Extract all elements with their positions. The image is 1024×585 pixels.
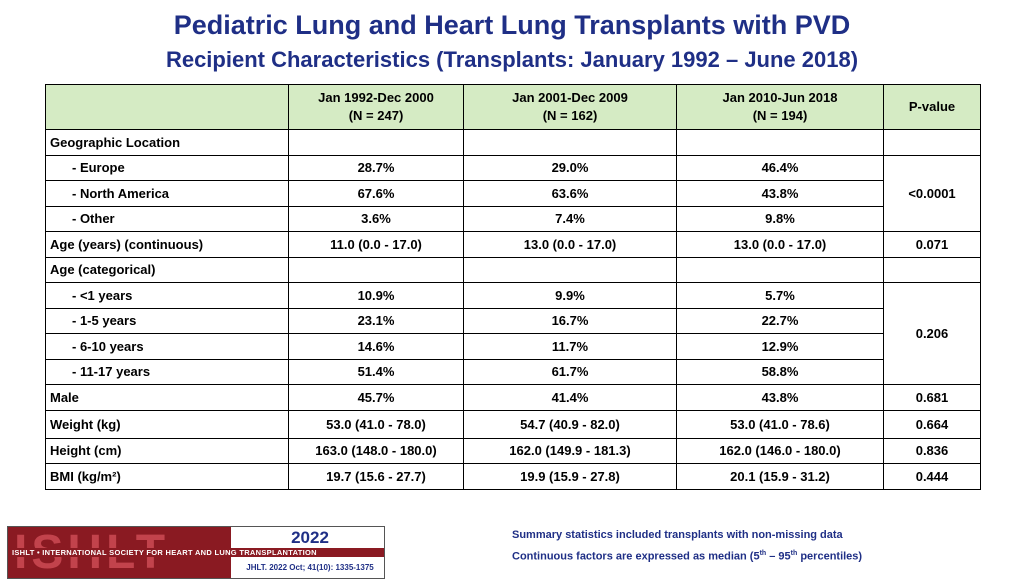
ishlt-logo: ISHLT ISHLT • INTERNATIONAL SOCIETY FOR … (7, 526, 385, 579)
cell-period-1: 11.0 (0.0 - 17.0) (288, 231, 464, 258)
cell-period-2: 29.0% (463, 154, 677, 181)
cell-period-2: 11.7% (463, 333, 677, 360)
cell-period-2: 54.7 (40.9 - 82.0) (463, 409, 677, 439)
cell-period-3: 58.8% (676, 358, 884, 385)
cell-period-2: 16.7% (463, 307, 677, 334)
cell-period-2: 7.4% (463, 205, 677, 232)
table-row: Male 45.7% 41.4% 43.8% 0.681 (45, 384, 981, 411)
cell-period-1: 28.7% (288, 154, 464, 181)
header-period-2: Jan 2001-Dec 2009 (N = 162) (463, 84, 677, 130)
cell-period-3: 13.0 (0.0 - 17.0) (676, 231, 884, 258)
cell-period-3: 43.8% (676, 180, 884, 207)
p-value-cell: 0.071 (883, 231, 981, 258)
table-row: Weight (kg) 53.0 (41.0 - 78.0) 54.7 (40.… (45, 409, 981, 439)
cell-period-3: 53.0 (41.0 - 78.6) (676, 409, 884, 439)
cell-period-1: 10.9% (288, 282, 464, 309)
cell-period-1: 67.6% (288, 180, 464, 207)
row-label: - <1 years (45, 282, 289, 309)
p-value-cell: 0.664 (883, 409, 981, 439)
cell-period-2: 61.7% (463, 358, 677, 385)
row-label: Geographic Location (45, 129, 289, 156)
characteristics-table: Jan 1992-Dec 2000 (N = 247) Jan 2001-Dec … (45, 84, 981, 490)
table-header-row: Jan 1992-Dec 2000 (N = 247) Jan 2001-Dec … (45, 84, 981, 130)
header-p-value: P-value (883, 84, 981, 130)
cell-period-3: 43.8% (676, 384, 884, 411)
logo-band (8, 548, 384, 557)
footnote-continuous: Continuous factors are expressed as medi… (512, 550, 863, 563)
cell-period-1: 51.4% (288, 358, 464, 385)
table-row: - North America 67.6% 63.6% 43.8% (45, 180, 981, 207)
cell-period-1: 3.6% (288, 205, 464, 232)
row-label: - North America (45, 180, 289, 207)
table-row: - 6-10 years 14.6% 11.7% 12.9% (45, 333, 981, 360)
cell-period-1: 45.7% (288, 384, 464, 411)
row-label: Height (cm) (45, 437, 289, 464)
header-blank-cell (45, 84, 289, 130)
table-row: Height (cm) 163.0 (148.0 - 180.0) 162.0 … (45, 437, 981, 464)
table-row: - Europe 28.7% 29.0% 46.4% <0.0001 (45, 154, 981, 232)
footnote-summary: Summary statistics included transplants … (512, 529, 843, 541)
cell-period-3: 20.1 (15.9 - 31.2) (676, 463, 884, 490)
page-subtitle: Recipient Characteristics (Transplants: … (165, 47, 859, 72)
cell-period-3: 22.7% (676, 307, 884, 334)
p-value-cell: 0.444 (883, 463, 981, 490)
section-row-geographic-location: Geographic Location (45, 129, 981, 156)
row-label: - Europe (45, 154, 289, 181)
table-row: - <1 years 10.9% 9.9% 5.7% 0.206 (45, 282, 981, 385)
table-row: - 1-5 years 23.1% 16.7% 22.7% (45, 307, 981, 334)
cell-period-1: 23.1% (288, 307, 464, 334)
p-value-age-categorical: 0.206 (883, 282, 981, 385)
cell-period-3: 12.9% (676, 333, 884, 360)
table-row: BMI (kg/m²) 19.7 (15.6 - 27.7) 19.9 (15.… (45, 463, 981, 490)
cell-period-2: 19.9 (15.9 - 27.8) (463, 463, 677, 490)
cell-period-2: 9.9% (463, 282, 677, 309)
table-row: - Other 3.6% 7.4% 9.8% (45, 205, 981, 232)
section-row-age-categorical: Age (categorical) (45, 256, 981, 283)
cell-period-2: 41.4% (463, 384, 677, 411)
row-label: Age (years) (continuous) (45, 231, 289, 258)
logo-citation: JHLT. 2022 Oct; 41(10): 1335-1375 (246, 563, 374, 572)
cell-period-3: 162.0 (146.0 - 180.0) (676, 437, 884, 464)
table-row: - 11-17 years 51.4% 61.7% 58.8% (45, 358, 981, 385)
p-value-cell: 0.836 (883, 437, 981, 464)
row-label: - 6-10 years (45, 333, 289, 360)
cell-period-2: 13.0 (0.0 - 17.0) (463, 231, 677, 258)
row-label: - 11-17 years (45, 358, 289, 385)
cell-period-1: 19.7 (15.6 - 27.7) (288, 463, 464, 490)
cell-period-2: 63.6% (463, 180, 677, 207)
table-row: Age (years) (continuous) 11.0 (0.0 - 17.… (45, 231, 981, 258)
cell-period-1: 53.0 (41.0 - 78.0) (288, 409, 464, 439)
row-label: Male (45, 384, 289, 411)
row-label: - 1-5 years (45, 307, 289, 334)
logo-year: 2022 (291, 528, 329, 547)
header-period-3: Jan 2010-Jun 2018 (N = 194) (676, 84, 884, 130)
cell-period-2: 162.0 (149.9 - 181.3) (463, 437, 677, 464)
cell-period-3: 9.8% (676, 205, 884, 232)
p-value-cell: 0.681 (883, 384, 981, 411)
row-label: Weight (kg) (45, 409, 289, 439)
page-title: Pediatric Lung and Heart Lung Transplant… (173, 10, 851, 40)
logo-band-text: ISHLT • INTERNATIONAL SOCIETY FOR HEART … (12, 548, 317, 557)
cell-period-1: 14.6% (288, 333, 464, 360)
p-value-geographic: <0.0001 (883, 154, 981, 232)
header-period-1: Jan 1992-Dec 2000 (N = 247) (288, 84, 464, 130)
cell-period-3: 46.4% (676, 154, 884, 181)
cell-period-1: 163.0 (148.0 - 180.0) (288, 437, 464, 464)
row-label: Age (categorical) (45, 256, 289, 283)
cell-period-3: 5.7% (676, 282, 884, 309)
row-label: BMI (kg/m²) (45, 463, 289, 490)
row-label: - Other (45, 205, 289, 232)
